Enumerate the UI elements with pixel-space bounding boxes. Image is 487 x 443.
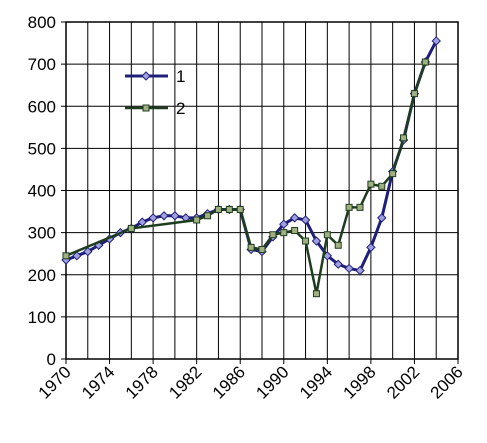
data-point: [148, 213, 158, 223]
data-point: [377, 213, 387, 223]
data-point: [72, 251, 82, 261]
y-tick-label: 300: [28, 224, 56, 243]
legend-label: 2: [176, 99, 185, 118]
data-point: [302, 237, 310, 245]
x-tick-label: 1982: [165, 362, 205, 402]
data-point: [421, 58, 429, 66]
legend-marker: [141, 71, 151, 81]
plot-border: [65, 21, 459, 360]
x-tick-label: 1974: [78, 362, 118, 402]
data-point: [83, 246, 93, 257]
x-tick-label: 1970: [35, 362, 75, 402]
data-point: [62, 252, 70, 260]
data-point: [170, 211, 180, 221]
data-point: [312, 290, 320, 298]
data-point: [159, 211, 169, 221]
data-point: [291, 227, 299, 235]
y-tick-label: 400: [28, 182, 56, 201]
data-point: [269, 231, 277, 239]
x-tick-label: 1986: [209, 362, 249, 402]
x-tick-label: 1998: [340, 362, 380, 402]
y-tick-label: 0: [47, 350, 56, 369]
data-point: [300, 215, 311, 225]
y-tick-label: 700: [28, 55, 56, 74]
data-point: [236, 205, 244, 213]
data-point: [225, 205, 233, 213]
y-tick-label: 200: [28, 266, 56, 285]
x-tick-label: 2006: [427, 362, 467, 402]
data-point: [323, 231, 331, 239]
x-tick-label: 1978: [122, 362, 162, 402]
data-point: [378, 182, 386, 190]
series-line: [65, 61, 427, 294]
data-point: [193, 216, 201, 224]
data-point: [356, 203, 364, 211]
data-point: [366, 242, 376, 253]
y-tick-label: 600: [28, 97, 56, 116]
x-tick-label: 1994: [296, 362, 336, 402]
data-point: [214, 205, 222, 213]
x-tick-label: 1990: [252, 362, 292, 402]
y-tick-label: 800: [28, 13, 56, 32]
data-point: [345, 203, 353, 211]
data-point: [311, 236, 322, 246]
data-point: [280, 229, 288, 237]
data-point: [355, 265, 365, 276]
legend-marker: [142, 104, 150, 112]
x-tick-label: 2002: [383, 362, 423, 402]
legend-label: 1: [176, 67, 185, 86]
data-point: [127, 224, 135, 232]
data-point: [279, 219, 289, 229]
data-point: [431, 36, 441, 46]
y-tick-label: 500: [28, 139, 56, 158]
data-point: [410, 90, 418, 98]
data-point: [400, 134, 408, 142]
data-point: [334, 241, 342, 249]
data-point: [344, 263, 354, 274]
data-point: [247, 243, 255, 251]
data-point: [258, 245, 266, 253]
data-point: [333, 259, 343, 269]
y-tick-label: 100: [28, 308, 56, 327]
data-point: [204, 212, 212, 220]
data-point: [289, 213, 300, 223]
data-point: [389, 170, 397, 178]
data-point: [367, 180, 375, 188]
